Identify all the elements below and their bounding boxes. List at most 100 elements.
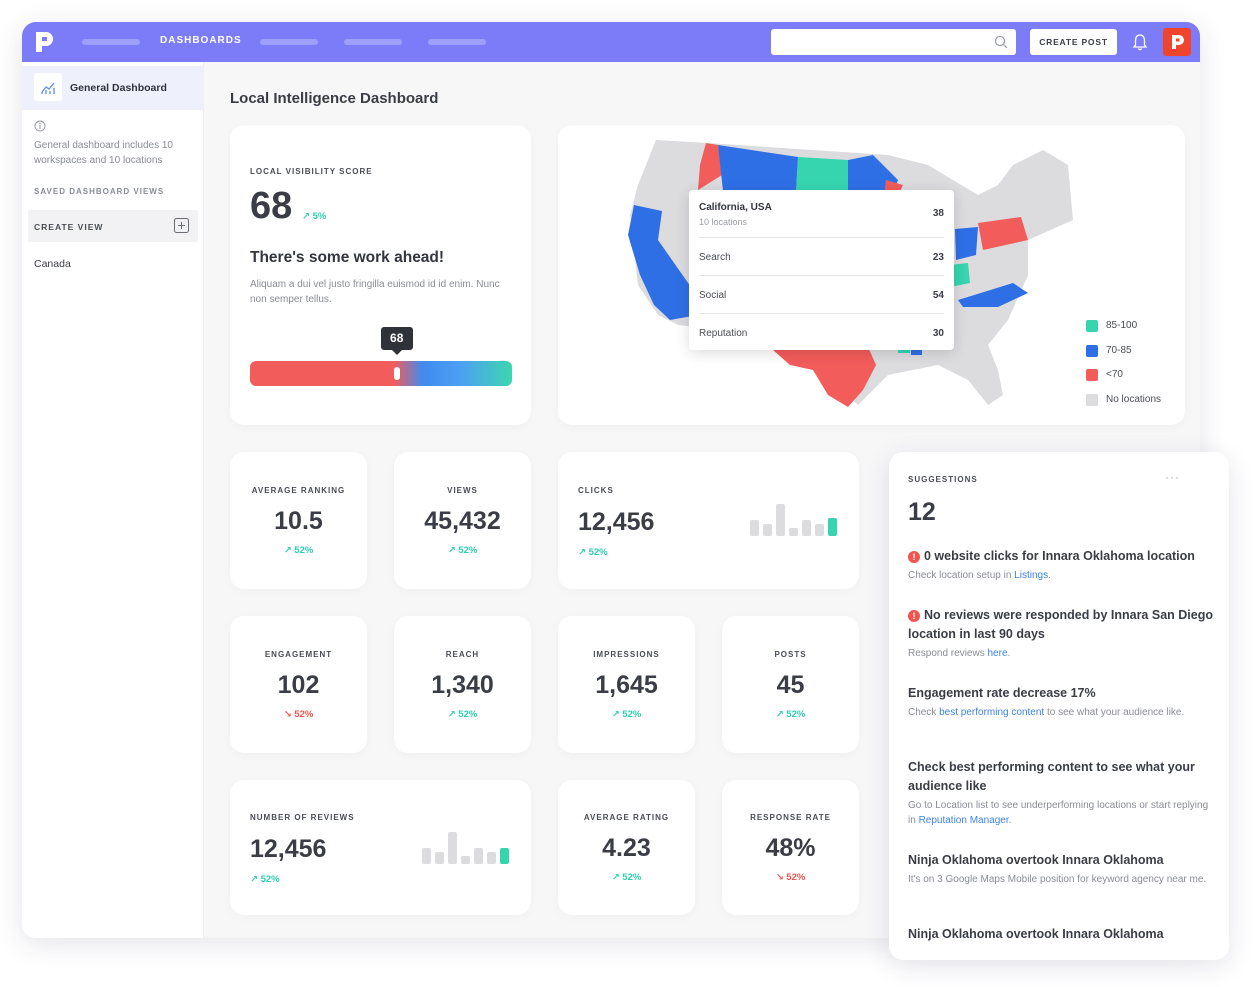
metric-card-response-rate: RESPONSE RATE 48% ↘ 52%	[722, 780, 859, 915]
bell-icon[interactable]	[1132, 33, 1148, 51]
suggestion-link-reputation-manager[interactable]: Reputation Manager	[918, 815, 1009, 826]
suggestion-desc-end: .	[1048, 570, 1051, 581]
sidebar-item-general-dashboard[interactable]: General Dashboard	[22, 66, 204, 110]
trend-down-icon: ↘	[283, 709, 295, 720]
sidebar: General Dashboard General dashboard incl…	[22, 62, 204, 938]
alert-icon: !	[908, 610, 920, 622]
avatar-logo-icon	[1172, 35, 1184, 49]
metric-value: 12,456	[250, 835, 327, 863]
more-options-icon[interactable]: ···	[1165, 470, 1180, 484]
nav-item-dashboards[interactable]: DASHBOARDS	[160, 35, 242, 46]
trend-value: 52%	[622, 709, 642, 720]
reviews-sparkline	[422, 832, 509, 864]
metric-card-clicks: CLICKS 12,456 ↗ 52%	[558, 452, 859, 589]
info-icon	[34, 120, 46, 132]
create-post-button[interactable]: CREATE POST	[1030, 29, 1117, 55]
suggestion-desc-end: .	[1007, 648, 1011, 659]
legend-swatch	[1086, 320, 1098, 332]
legend-swatch	[1086, 394, 1098, 406]
suggestion-item[interactable]: Engagement rate decrease 17% Check best …	[908, 684, 1213, 720]
metric-trend: ↗ 52%	[558, 709, 695, 720]
metric-label: NUMBER OF REVIEWS	[250, 813, 355, 822]
search-icon[interactable]	[994, 35, 1008, 49]
metric-value: 1,340	[431, 671, 494, 699]
map-tooltip-row: Reputation 30	[699, 314, 944, 344]
create-view-button[interactable]: CREATE VIEW	[28, 210, 198, 242]
suggestion-item[interactable]: Ninja Oklahoma overtook Innara Oklahoma …	[908, 851, 1213, 887]
top-bar: DASHBOARDS CREATE POST	[22, 22, 1200, 62]
legend-swatch	[1086, 345, 1098, 357]
trend-up-icon: ↗	[302, 211, 313, 222]
suggestion-item[interactable]: ! 0 website clicks for Innara Oklahoma lo…	[908, 547, 1213, 583]
saved-view-canada[interactable]: Canada	[34, 258, 71, 270]
legend-label: <70	[1106, 369, 1123, 380]
suggestion-desc: Respond reviews	[908, 648, 988, 659]
trend-value: 52%	[622, 872, 642, 883]
user-avatar[interactable]	[1163, 28, 1191, 56]
metric-value: 12,456	[578, 508, 655, 536]
spark-bar	[802, 520, 811, 536]
metric-trend: ↗ 52%	[722, 709, 859, 720]
metric-trend: ↗ 52%	[394, 709, 531, 720]
legend-item: 70-85	[1086, 345, 1186, 359]
metric-value: 48%	[765, 834, 816, 862]
metric-label: CLICKS	[578, 486, 614, 495]
search-input[interactable]	[771, 29, 1016, 55]
spark-bar	[789, 528, 798, 536]
metric-value: 10.5	[274, 507, 323, 535]
legend-label: No locations	[1106, 394, 1162, 405]
spark-bar	[474, 848, 483, 864]
metric-card-impressions: IMPRESSIONS 1,645 ↗ 52%	[558, 616, 695, 753]
visibility-description: Aliquam a dui vel justo fringilla euismo…	[250, 279, 500, 305]
nav-item-placeholder[interactable]	[82, 39, 140, 45]
legend-item: <70	[1086, 369, 1186, 383]
map-tooltip-total: 38	[932, 208, 944, 219]
suggestions-count: 12	[908, 498, 936, 526]
app-logo-icon[interactable]	[32, 30, 56, 54]
map-tooltip-row-name: Reputation	[699, 328, 748, 339]
us-map-card: California, USA 10 locations 38 Search 2…	[558, 125, 1185, 425]
suggestion-item[interactable]: Ninja Oklahoma overtook Innara Oklahoma	[908, 925, 1213, 944]
spark-bar	[487, 852, 496, 864]
trend-up-icon: ↗	[611, 709, 623, 720]
map-state-teal	[950, 263, 970, 287]
suggestion-link-here[interactable]: here	[987, 648, 1008, 659]
suggestion-desc-end: .	[1008, 815, 1012, 826]
map-tooltip-title: California, USA	[699, 202, 772, 213]
metric-trend: ↗ 52%	[250, 874, 280, 885]
map-state-red	[698, 143, 722, 190]
create-view-label: CREATE VIEW	[34, 222, 104, 232]
map-state-teal	[796, 157, 848, 193]
suggestion-link-listings[interactable]: Listings	[1014, 570, 1049, 581]
nav-item-placeholder[interactable]	[344, 39, 402, 45]
trend-value: 52%	[458, 709, 478, 720]
metric-card-engagement: ENGAGEMENT 102 ↘ 52%	[230, 616, 367, 753]
legend-label: 85-100	[1106, 320, 1138, 331]
map-state-blue	[958, 283, 1028, 307]
trend-up-icon: ↗	[775, 709, 787, 720]
trend-up-icon: ↗	[447, 545, 459, 556]
trend-value: 52%	[588, 547, 608, 558]
suggestion-item[interactable]: Check best performing content to see wha…	[908, 758, 1213, 828]
trend-up-icon: ↗	[578, 547, 589, 558]
map-tooltip-row-value: 30	[932, 328, 944, 339]
metric-trend: ↗ 52%	[230, 545, 367, 556]
metric-trend: ↗ 52%	[394, 545, 531, 556]
metric-card-views: VIEWS 45,432 ↗ 52%	[394, 452, 531, 589]
metric-card-reach: REACH 1,340 ↗ 52%	[394, 616, 531, 753]
suggestion-title: Ninja Oklahoma overtook Innara Oklahoma	[908, 853, 1164, 867]
metric-value: 1,645	[595, 671, 658, 699]
score-bar	[250, 361, 512, 386]
metric-label: IMPRESSIONS	[593, 650, 660, 659]
spark-bar	[763, 524, 772, 536]
metric-value: 102	[277, 671, 320, 699]
nav-item-placeholder[interactable]	[260, 39, 318, 45]
metric-label: POSTS	[774, 650, 807, 659]
nav-item-placeholder[interactable]	[428, 39, 486, 45]
plus-icon[interactable]	[174, 218, 189, 233]
alert-icon: !	[908, 551, 920, 563]
suggestion-link-best-content[interactable]: best performing content	[939, 707, 1045, 718]
score-bar-handle[interactable]	[393, 367, 400, 380]
suggestion-item[interactable]: ! No reviews were responded by Innara San…	[908, 606, 1213, 661]
spark-bar	[500, 848, 509, 864]
